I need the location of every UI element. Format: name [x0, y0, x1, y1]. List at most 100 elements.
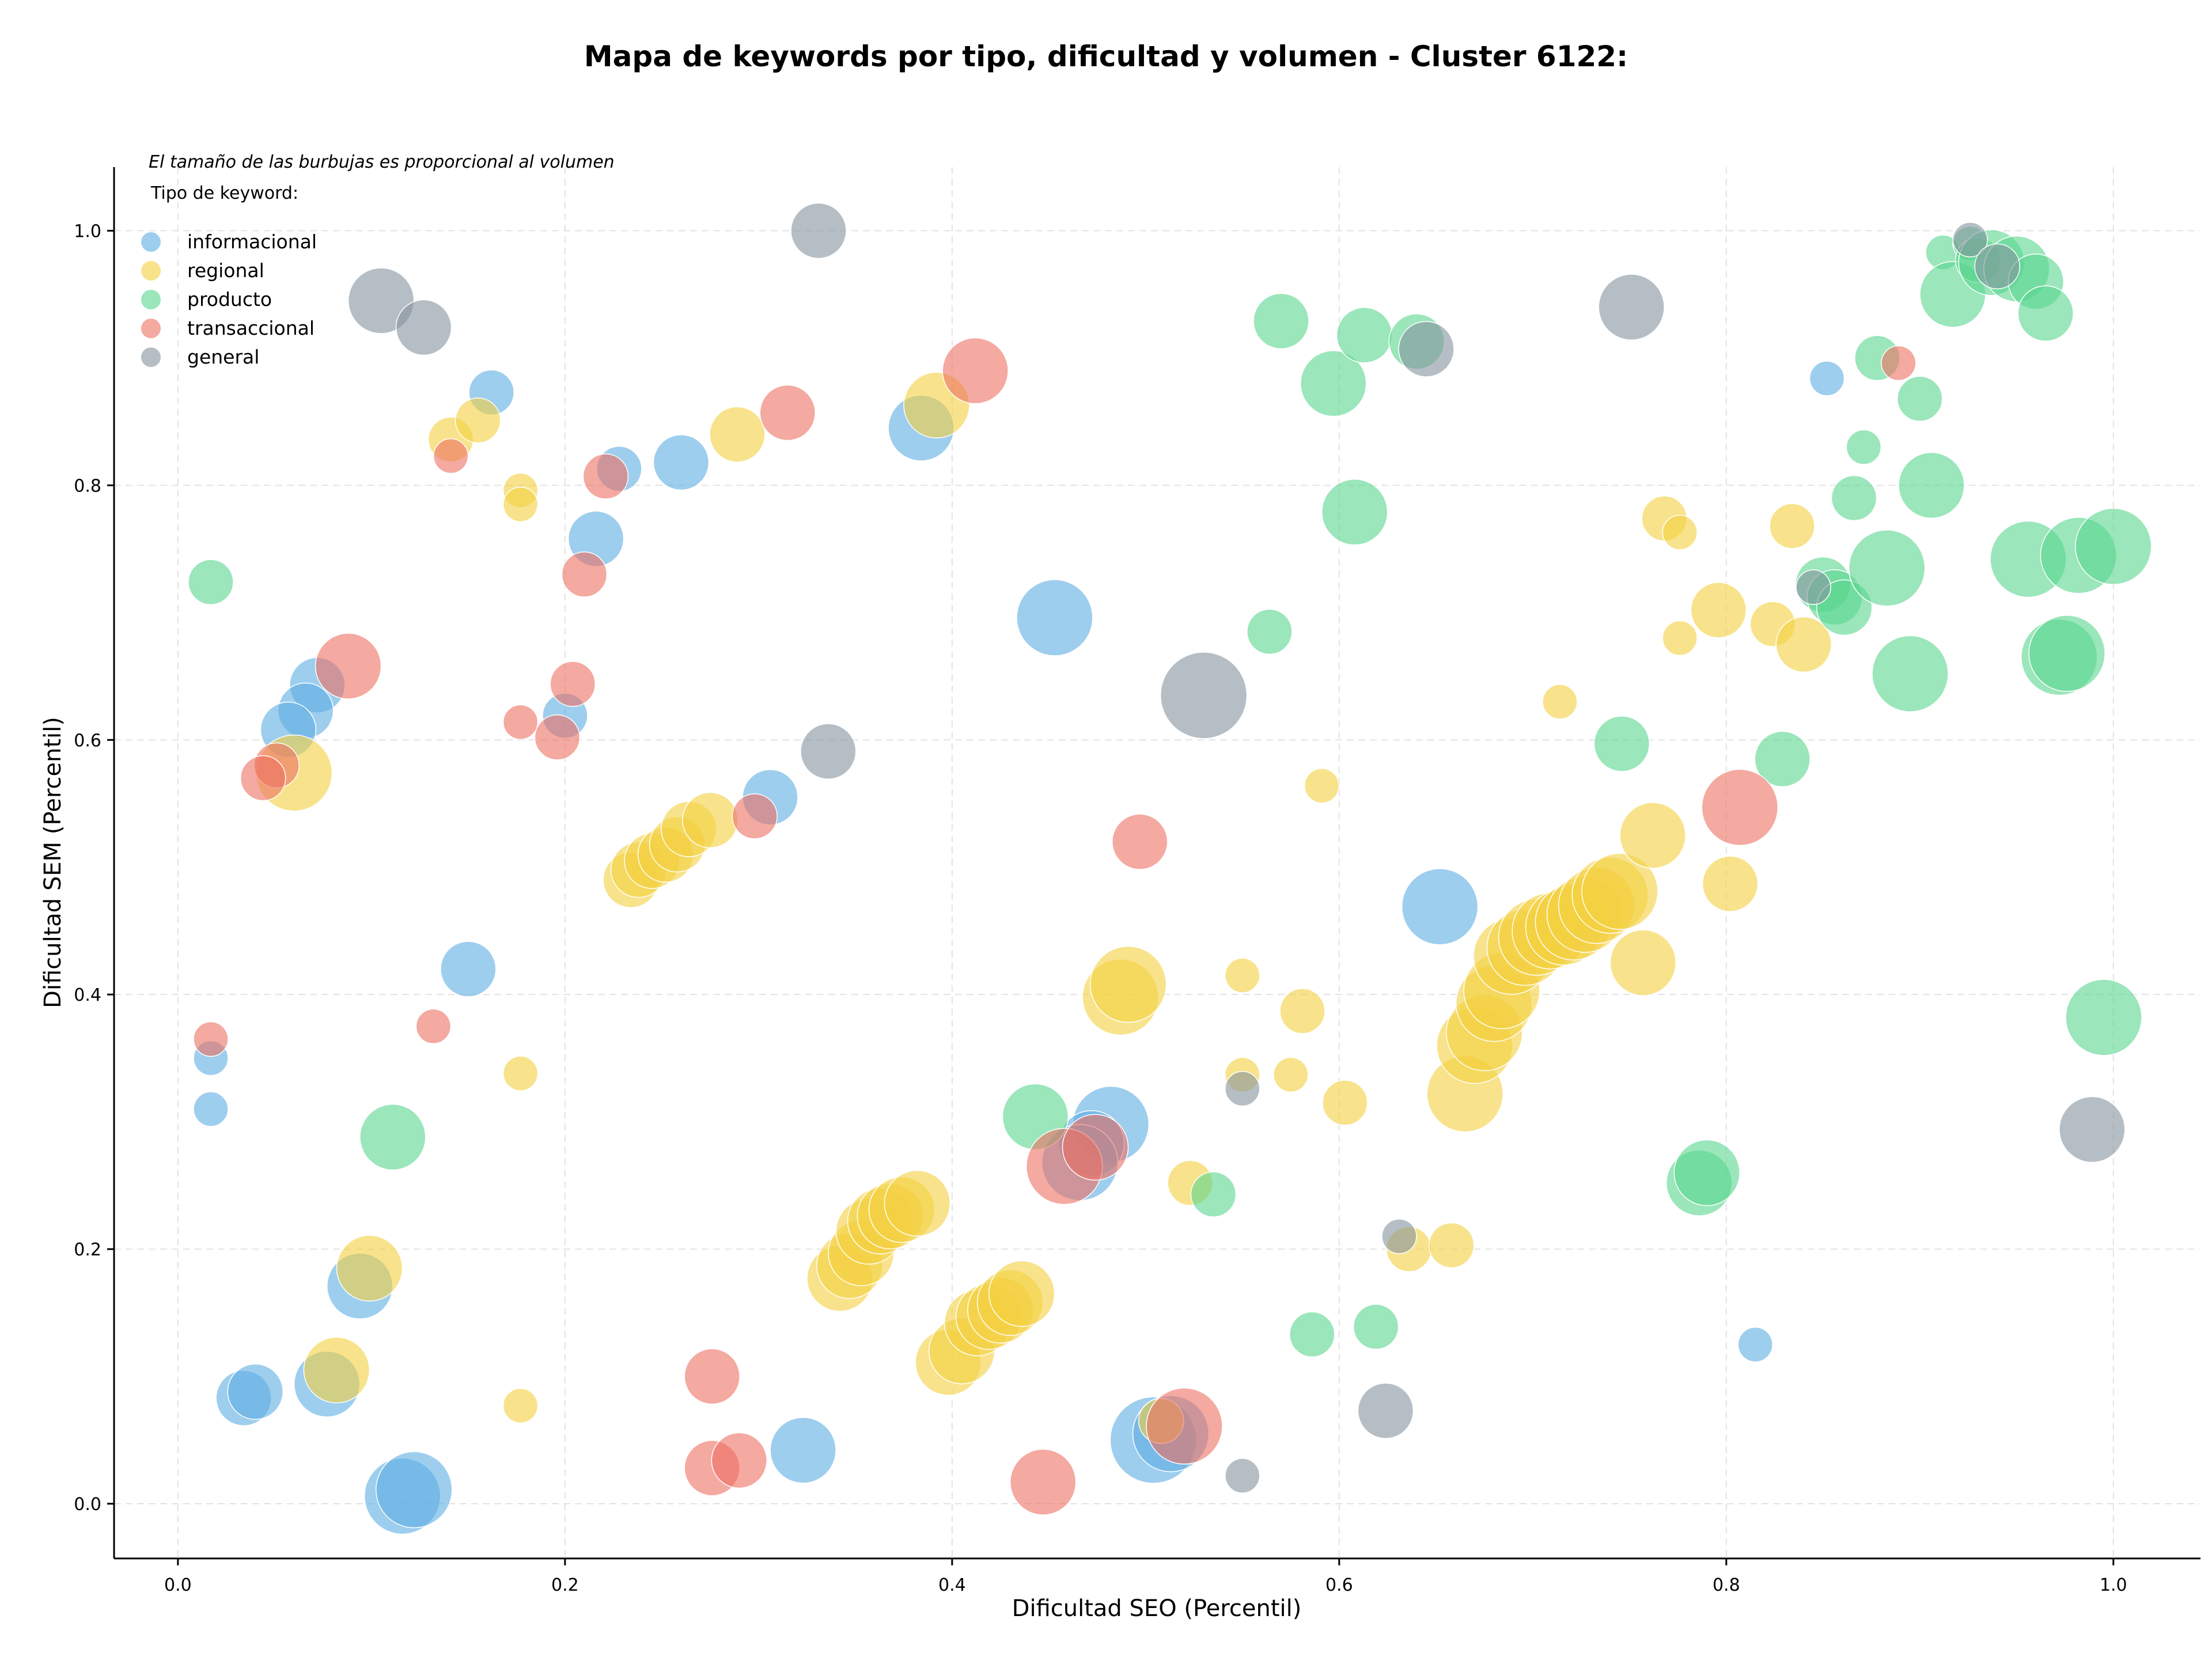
bubble-informacional: [376, 1451, 453, 1528]
bubble-regional: [1619, 802, 1686, 869]
bubble-transaccional: [1146, 1387, 1223, 1465]
bubble-regional: [454, 397, 501, 444]
x-tick-label: 0.0: [164, 1575, 192, 1595]
bubble-regional: [1322, 1080, 1368, 1126]
x-tick-label: 1.0: [2100, 1575, 2127, 1595]
bubble-transaccional: [315, 633, 382, 699]
bubble-producto: [188, 559, 234, 606]
bubble-transaccional: [582, 453, 629, 500]
bubble-producto: [1846, 429, 1882, 465]
bubble-producto: [1673, 1139, 1740, 1206]
bubble-producto: [1353, 1304, 1399, 1350]
legend-marker-transaccional: [141, 319, 161, 338]
bubble-producto: [1897, 376, 1943, 422]
x-tick-label: 0.6: [1325, 1575, 1353, 1595]
x-tick-label: 0.2: [551, 1575, 579, 1595]
bubble-regional: [502, 486, 539, 523]
size-note: El tamaño de las burbujas es proporciona…: [149, 152, 615, 172]
legend-label-regional: regional: [187, 259, 264, 282]
bubble-transaccional: [1881, 345, 1916, 381]
bubble-regional: [709, 406, 766, 463]
bubble-regional: [988, 1260, 1055, 1327]
bubble-regional: [1273, 1057, 1309, 1093]
bubbles: [188, 202, 2152, 1535]
legend-marker-informacional: [141, 232, 161, 252]
bubble-producto: [2075, 508, 2152, 585]
bubble-transaccional: [550, 661, 596, 707]
legend-label-producto: producto: [187, 288, 272, 311]
bubble-general: [1225, 1458, 1260, 1494]
bubble-general: [790, 202, 847, 259]
bubble-informacional: [227, 1363, 284, 1420]
y-tick-label: 0.4: [74, 985, 101, 1005]
bubble-transaccional: [1062, 1114, 1129, 1181]
bubble-informacional: [1737, 1327, 1773, 1363]
bubble-producto: [1289, 1311, 1335, 1357]
bubble-informacional: [440, 941, 497, 997]
bubble-regional: [502, 1055, 539, 1091]
bubble-regional: [682, 792, 738, 849]
bubble-general: [1225, 1070, 1260, 1107]
chart-title: Mapa de keywords por tipo, dificultad y …: [584, 40, 1628, 73]
bubble-informacional: [653, 434, 710, 491]
bubble-producto: [1247, 608, 1293, 655]
legend-label-general: general: [187, 346, 259, 368]
bubble-general: [347, 267, 415, 334]
bubble-transaccional: [732, 793, 778, 839]
bubble-producto: [1593, 716, 1650, 772]
bubble-producto: [1754, 731, 1811, 788]
bubble-producto: [1872, 635, 1949, 713]
bubble-transaccional: [193, 1021, 229, 1057]
bubble-producto: [1898, 452, 1965, 519]
bubble-informacional: [770, 1417, 836, 1484]
bubble-informacional: [1016, 579, 1093, 656]
bubble-producto: [1848, 529, 1926, 607]
bubble-regional: [303, 1337, 370, 1403]
legend-entries: informacional regional producto transaccion…: [141, 230, 317, 368]
bubble-producto: [1300, 350, 1367, 417]
bubble-regional: [502, 1388, 539, 1424]
bubble-producto: [1336, 307, 1393, 364]
bubble-producto: [1190, 1171, 1237, 1217]
bubble-producto: [1831, 475, 1877, 521]
bubble-transaccional: [942, 337, 1009, 404]
bubble-regional: [1775, 616, 1832, 673]
bubble-transaccional: [711, 1432, 768, 1489]
y-tick-label: 1.0: [74, 221, 101, 241]
bubble-informacional: [1809, 361, 1845, 396]
bubble-transaccional: [240, 755, 286, 801]
bubble-informacional: [193, 1091, 229, 1127]
bubble-producto: [2017, 285, 2074, 342]
legend-marker-general: [141, 347, 161, 367]
x-tick-label: 0.4: [938, 1575, 966, 1595]
bubble-transaccional: [1010, 1448, 1077, 1516]
bubble-general: [800, 723, 857, 780]
bubble-regional: [884, 1170, 951, 1237]
y-tick-label: 0.2: [74, 1240, 101, 1260]
legend-marker-regional: [141, 261, 161, 281]
bubble-general: [2059, 1096, 2126, 1163]
bubble-transaccional: [759, 384, 816, 441]
bubble-regional: [1428, 1222, 1475, 1269]
legend-label-informacional: informacional: [187, 230, 317, 253]
bubble-general: [1598, 274, 1665, 340]
legend-title: Tipo de keyword:: [150, 183, 298, 203]
axis-ticks: 0.0 0.2 0.4 0.6 0.8 1.0 0.0 0.2 0.4 0.6 0.8 1.0: [74, 221, 2127, 1595]
bubble-transaccional: [502, 704, 539, 740]
bubble-general: [1796, 569, 1831, 605]
bubble-regional: [1690, 582, 1747, 638]
bubble-transaccional: [415, 1008, 452, 1045]
bubble-general: [1357, 1382, 1414, 1439]
bubble-general: [1381, 1219, 1417, 1254]
bubble-regional: [1662, 620, 1698, 656]
y-axis-label: Dificultad SEM (Percentil): [40, 717, 66, 1008]
x-axis-label: Dificultad SEO (Percentil): [1012, 1595, 1302, 1622]
bubble-transaccional: [1112, 814, 1168, 870]
bubble-producto: [1816, 579, 1873, 636]
bubble-regional: [1581, 853, 1658, 930]
bubble-transaccional: [534, 714, 581, 760]
x-tick-label: 0.8: [1713, 1575, 1740, 1595]
bubble-general: [395, 299, 452, 356]
bubble-producto: [2028, 615, 2105, 692]
